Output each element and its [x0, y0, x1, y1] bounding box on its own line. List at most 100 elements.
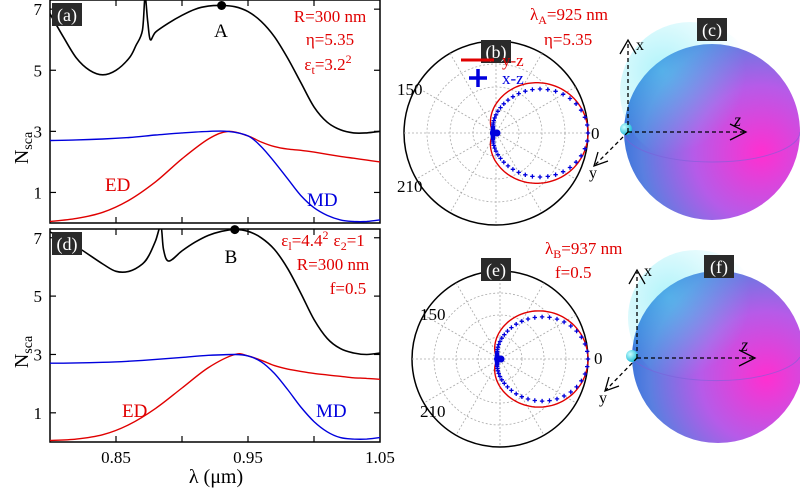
series-xz-marker	[525, 316, 531, 322]
panel-f-label-bg	[704, 255, 734, 278]
panel-d-frame	[49, 228, 381, 443]
param-eta-a: η=5.35	[306, 30, 354, 49]
series-xz-marker	[505, 163, 511, 169]
series-xz-marker	[585, 122, 590, 128]
series-xz-marker	[545, 174, 550, 179]
ylabel-a: Nsca	[11, 131, 36, 164]
series-xz-marker	[573, 101, 579, 106]
series-ed-line	[50, 353, 380, 442]
polar-e-label-150: 150	[420, 305, 446, 324]
axis-c-z-label: z	[733, 110, 741, 130]
legend-yz-label: y-z	[502, 51, 524, 70]
lambda-a-label: λA=925 nm	[530, 5, 608, 27]
series-xz-marker	[510, 167, 516, 172]
axis-c-x-label: x	[636, 37, 644, 54]
polar-grid-spoke	[423, 314, 577, 404]
series-xz-marker	[492, 115, 497, 121]
series-xz-marker	[532, 398, 537, 403]
polar-e-header: λB=937 nm f=0.5	[545, 239, 622, 282]
series-md-line	[50, 130, 380, 223]
axis-f-y-arrow	[604, 376, 620, 393]
series-xz-marker	[505, 328, 510, 334]
axis-f-x-arrow	[628, 268, 646, 285]
sphere-f-highlight	[628, 250, 764, 386]
series-xz-marker	[499, 336, 504, 341]
param-eps-a: εt=3.22	[304, 52, 351, 77]
panel-f: x z y (f)	[599, 250, 800, 443]
series-xz-marker	[496, 371, 501, 376]
sphere-c-equator	[623, 131, 800, 163]
panel-c-label-bg	[697, 18, 727, 41]
series-xz-marker	[582, 115, 588, 120]
series-xz-marker	[495, 368, 501, 373]
series-xz-marker	[582, 146, 588, 151]
series-xz-marker	[585, 130, 591, 136]
series-xz-marker	[514, 391, 519, 396]
point-a-marker	[217, 0, 227, 10]
series-xz-marker	[582, 341, 588, 347]
ylabel-d: Nsca	[11, 335, 36, 368]
param-radius-a: R=300 nm	[294, 7, 366, 26]
series-xz-marker	[561, 319, 567, 325]
polar-b-header: λA=925 nm η=5.35	[530, 5, 608, 49]
polar-b-legend: y-z x-z	[461, 51, 524, 88]
series-xz-marker	[496, 342, 501, 347]
series-xz-marker	[501, 101, 506, 106]
ytick-label: 5	[34, 287, 43, 306]
panel-a-curves	[50, 0, 380, 223]
series-xz-marker	[530, 174, 535, 179]
series-xz-marker	[532, 315, 537, 320]
panel-e-label: (e)	[486, 260, 506, 281]
xtick-label: 0.95	[233, 448, 263, 467]
series-xz-marker	[560, 169, 566, 174]
series-xz-marker	[530, 87, 535, 92]
series-xz-marker	[495, 109, 501, 114]
series-xz-marker	[523, 172, 528, 177]
series-xz-marker	[498, 156, 503, 161]
series-xz-marker	[516, 170, 521, 175]
param-radius-d: R=300 nm	[297, 255, 369, 274]
panel-d-params: εl=4.42 ε2=1 R=300 nm f=0.5	[281, 228, 369, 298]
series-xz-marker	[574, 328, 579, 334]
xlabel-d: λ (μm)	[189, 466, 243, 488]
panel-b: (b) 150 210 0 y-z x-z λA=925 nm η=5.35	[397, 5, 608, 226]
series-xz-marker	[539, 314, 545, 320]
series-xz-marker	[516, 91, 521, 96]
axis-f-y-label: y	[599, 390, 607, 407]
axis-c-y	[594, 131, 629, 166]
panel-f-label: (f)	[710, 257, 728, 278]
series-xz-marker	[567, 165, 573, 170]
series-xz-marker	[582, 371, 588, 377]
axis-c-y-arrow	[593, 151, 609, 168]
series-xz-marker	[573, 160, 579, 165]
polar-grid-spoke	[416, 86, 576, 180]
series-xz-marker	[495, 152, 501, 157]
ytick-label: 1	[34, 183, 43, 202]
series-xz-marker	[491, 143, 496, 148]
series-xz-marker	[523, 89, 528, 94]
panel-a-label-bg	[52, 3, 82, 26]
series-xz-marker	[578, 153, 584, 158]
polar-b-plot	[403, 40, 591, 226]
series-xz-marker	[579, 335, 584, 340]
polar-e-plot	[411, 270, 591, 448]
fill-b-label: f=0.5	[555, 263, 592, 282]
axis-c-z-arrow	[729, 123, 748, 141]
panel-a-label: (a)	[57, 5, 77, 26]
md-label-a: MD	[307, 190, 338, 211]
panel-d-ticks: 1 3 5 7 0.85 0.95 1.05	[34, 229, 395, 467]
dipole-f	[626, 350, 638, 362]
series-xz-marker	[509, 325, 514, 330]
polar-center-marker	[493, 129, 501, 137]
param-eps-d: εl=4.42 ε2=1	[281, 228, 365, 253]
series-xz-marker	[539, 398, 545, 404]
series-xz-marker	[519, 319, 524, 324]
eta-b-label: η=5.35	[544, 30, 592, 49]
series-xz-marker	[501, 160, 506, 165]
polar-center-marker	[497, 355, 505, 363]
series-ed-line	[50, 130, 380, 223]
ytick-label: 5	[34, 61, 43, 80]
polar-grid-ring	[472, 109, 520, 157]
panel-e-label-bg	[481, 258, 511, 281]
